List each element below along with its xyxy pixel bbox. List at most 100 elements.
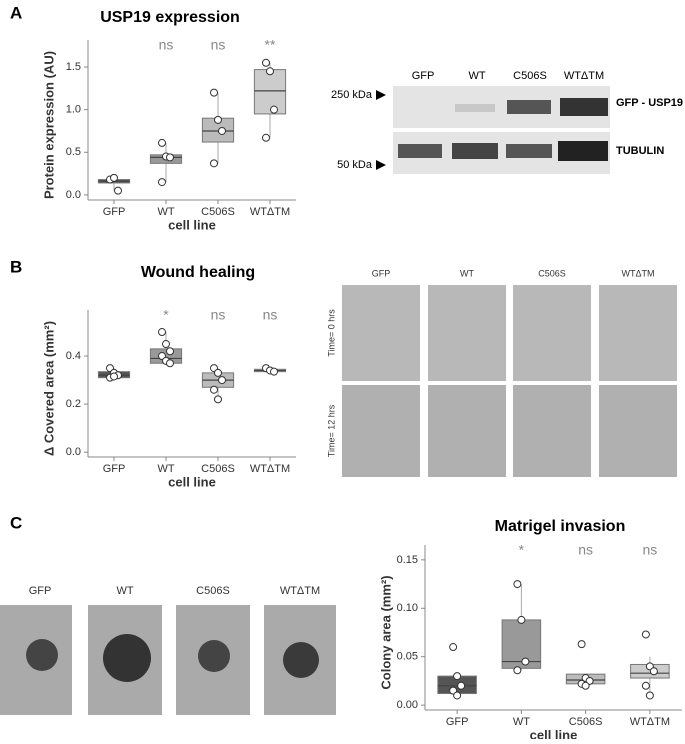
x-tick-label: WTΔTM — [250, 206, 290, 218]
image — [599, 385, 677, 477]
band — [558, 141, 608, 161]
point — [649, 667, 658, 676]
chart-title: Wound healing — [141, 264, 255, 281]
point — [166, 347, 174, 356]
lane-label: WT — [468, 70, 485, 82]
y-tick-label: 0.0 — [66, 189, 81, 201]
significance: ns — [211, 37, 226, 53]
y-tick-label: 0.4 — [66, 350, 81, 362]
point — [270, 367, 278, 376]
x-tick-label: WT — [157, 206, 174, 218]
band-label: GFP - USP19 — [616, 97, 683, 109]
point — [162, 340, 170, 349]
y-tick-label: 1.5 — [66, 61, 81, 73]
significance: ns — [159, 37, 174, 53]
x-tick-label: GFP — [103, 463, 126, 475]
point — [449, 643, 458, 652]
point — [210, 88, 218, 97]
y-axis-label: Protein expression (AU) — [41, 51, 56, 199]
chart-title: USP19 expression — [100, 9, 240, 26]
box — [253, 69, 287, 115]
y-tick-label: 1.0 — [66, 104, 81, 116]
x-tick-label: GFP — [446, 716, 469, 728]
lane-label: C506S — [538, 268, 566, 278]
image — [342, 285, 420, 381]
marker-label: 250 kDa — [331, 89, 373, 101]
arrow — [376, 160, 386, 170]
band — [398, 144, 442, 158]
lane-label: WTΔTM — [564, 70, 604, 82]
panel-label: B — [10, 257, 22, 276]
colony — [103, 634, 151, 682]
x-tick-label: WT — [513, 716, 530, 728]
point — [517, 615, 526, 624]
y-tick-label: 0.2 — [66, 398, 81, 410]
y-axis-label: Colony area (mm²) — [378, 575, 393, 689]
lane-label: WT — [116, 585, 133, 597]
x-axis-label: cell line — [530, 727, 578, 739]
marker-label: 50 kDa — [337, 159, 373, 171]
x-tick-label: WTΔTM — [250, 463, 290, 475]
point — [214, 115, 222, 124]
point — [110, 173, 118, 182]
x-tick-label: WT — [157, 463, 174, 475]
point — [214, 368, 222, 377]
point — [270, 105, 278, 114]
x-axis-label: cell line — [168, 474, 216, 489]
x-tick-label: C506S — [201, 463, 235, 475]
point — [453, 691, 462, 700]
lane-label: GFP — [29, 585, 52, 597]
point — [521, 657, 530, 666]
x-tick-label: GFP — [103, 206, 126, 218]
point — [218, 376, 226, 385]
y-tick-label: 0.5 — [66, 146, 81, 158]
significance: ns — [642, 542, 657, 558]
point — [158, 178, 166, 187]
image — [513, 385, 591, 477]
point — [581, 681, 590, 690]
significance: ** — [265, 37, 276, 53]
image — [342, 385, 420, 477]
point — [218, 126, 226, 135]
y-tick-label: 0.0 — [66, 446, 81, 458]
significance: ns — [578, 542, 593, 558]
point — [166, 153, 174, 162]
point — [645, 691, 654, 700]
arrow — [376, 90, 386, 100]
significance: ns — [263, 307, 278, 323]
y-axis-label: Δ Covered area (mm²) — [41, 321, 56, 456]
lane-label: C506S — [196, 585, 230, 597]
band — [452, 143, 498, 159]
point — [641, 681, 650, 690]
image — [599, 285, 677, 381]
row-label: Time= 0 hrs — [326, 309, 336, 357]
point — [641, 630, 650, 639]
lane-label: WT — [460, 268, 474, 278]
point — [266, 67, 274, 76]
point — [457, 681, 466, 690]
point — [210, 159, 218, 168]
point — [214, 395, 222, 404]
band — [506, 144, 552, 158]
y-tick-label: 0.15 — [397, 554, 418, 566]
point — [262, 133, 270, 142]
x-tick-label: WTΔTM — [630, 716, 670, 728]
significance: ns — [211, 307, 226, 323]
colony — [26, 639, 58, 671]
point — [110, 372, 118, 381]
point — [577, 640, 586, 649]
panel-label: A — [10, 3, 22, 22]
image — [513, 285, 591, 381]
y-tick-label: 0.00 — [397, 699, 418, 711]
band — [507, 100, 551, 114]
point — [453, 672, 462, 681]
lane-label: C506S — [513, 70, 547, 82]
wound-images — [342, 285, 677, 477]
lane-label: GFP — [412, 70, 435, 82]
colony — [283, 642, 319, 678]
point — [513, 580, 522, 589]
point — [210, 385, 218, 394]
point — [166, 359, 174, 368]
band — [455, 104, 495, 112]
